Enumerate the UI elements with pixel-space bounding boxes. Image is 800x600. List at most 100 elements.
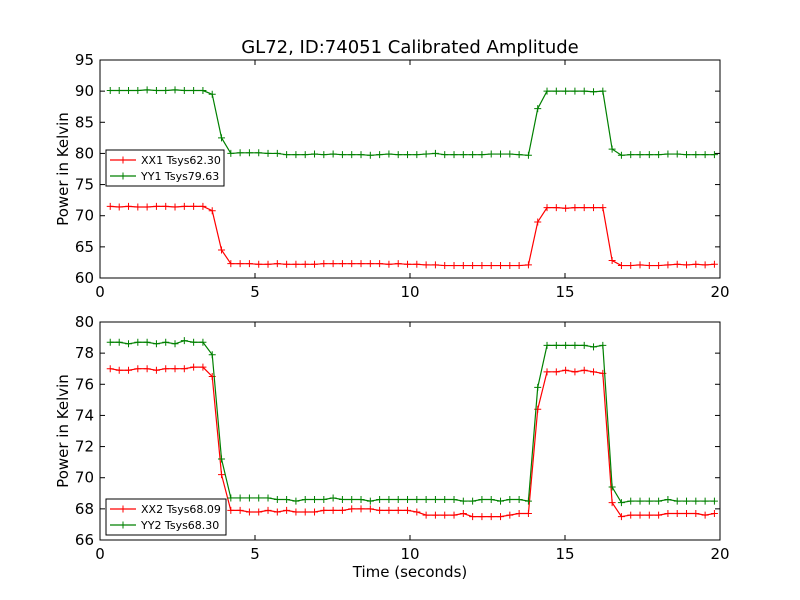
data-point (608, 145, 616, 153)
data-point (431, 511, 439, 519)
data-point (264, 260, 272, 268)
data-point (506, 150, 514, 158)
y-axis-label: Power in Kelvin (54, 112, 72, 226)
data-point (208, 90, 216, 98)
data-point (329, 260, 337, 268)
data-point (199, 202, 207, 210)
data-point (227, 506, 235, 514)
data-point (152, 87, 160, 95)
x-tick-label: 15 (555, 545, 574, 563)
data-point (255, 260, 263, 268)
data-point (162, 202, 170, 210)
data-point (311, 508, 319, 516)
legend-label: YY2 Tsys68.30 (140, 519, 219, 532)
data-point (422, 496, 430, 504)
legend-label: XX2 Tsys68.09 (141, 503, 221, 516)
data-point (180, 87, 188, 95)
data-point (636, 151, 644, 159)
legend-box (105, 498, 227, 536)
data-point (162, 338, 170, 346)
data-point (664, 496, 672, 504)
data-point (571, 368, 579, 376)
data-point (450, 151, 458, 159)
data-point (106, 338, 114, 346)
data-point (487, 262, 495, 270)
data-point (655, 262, 663, 270)
data-point (441, 496, 449, 504)
data-point (357, 260, 365, 268)
data-point (497, 262, 505, 270)
x-tick-label: 5 (250, 283, 260, 301)
data-point (562, 341, 570, 349)
data-point (515, 262, 523, 270)
data-point (320, 496, 328, 504)
data-point (580, 366, 588, 374)
y-tick-label: 60 (75, 269, 94, 287)
data-point (431, 149, 439, 157)
data-point (311, 150, 319, 158)
data-point (301, 260, 309, 268)
data-point (366, 505, 374, 513)
x-tick-label: 0 (95, 545, 105, 563)
data-point (469, 262, 477, 270)
data-point (301, 151, 309, 159)
data-point (143, 338, 151, 346)
data-point (152, 366, 160, 374)
data-point (199, 363, 207, 371)
data-point (366, 260, 374, 268)
y-tick-label: 68 (75, 500, 94, 518)
data-point (329, 494, 337, 502)
data-point (171, 203, 179, 211)
data-point (590, 368, 598, 376)
data-point (459, 262, 467, 270)
data-point (636, 261, 644, 269)
data-point (413, 508, 421, 516)
data-point (115, 87, 123, 95)
data-point (552, 87, 560, 95)
data-point (692, 151, 700, 159)
y-tick-label: 76 (75, 375, 94, 393)
data-point (143, 365, 151, 373)
data-point (580, 204, 588, 212)
data-point (497, 513, 505, 521)
data-point (338, 506, 346, 514)
x-tick-label: 20 (710, 545, 729, 563)
data-point (701, 511, 709, 519)
data-point (273, 260, 281, 268)
data-point (645, 511, 653, 519)
data-point (376, 151, 384, 159)
data-point (134, 338, 142, 346)
x-tick-label: 0 (95, 283, 105, 301)
data-point (376, 506, 384, 514)
data-point (255, 149, 263, 157)
y-tick-label: 80 (75, 144, 94, 162)
data-point (506, 496, 514, 504)
data-point (515, 496, 523, 504)
data-point (413, 151, 421, 159)
data-point (683, 261, 691, 269)
y-tick-label: 70 (75, 207, 94, 225)
data-point (590, 343, 598, 351)
y-tick-label: 75 (75, 176, 94, 194)
data-point (590, 88, 598, 96)
data-point (357, 505, 365, 513)
data-point (125, 366, 133, 374)
data-point (524, 261, 532, 269)
series-line-2 (110, 340, 715, 504)
data-point (497, 497, 505, 505)
data-point (645, 262, 653, 270)
data-point (441, 511, 449, 519)
data-point (562, 87, 570, 95)
data-point (459, 497, 467, 505)
data-point (487, 150, 495, 158)
y-tick-label: 80 (75, 313, 94, 331)
data-point (450, 496, 458, 504)
data-point (627, 511, 635, 519)
data-point (190, 363, 198, 371)
data-point (636, 497, 644, 505)
data-point (125, 87, 133, 95)
data-point (469, 513, 477, 521)
data-point (590, 204, 598, 212)
x-axis-label: Time (seconds) (352, 563, 468, 581)
